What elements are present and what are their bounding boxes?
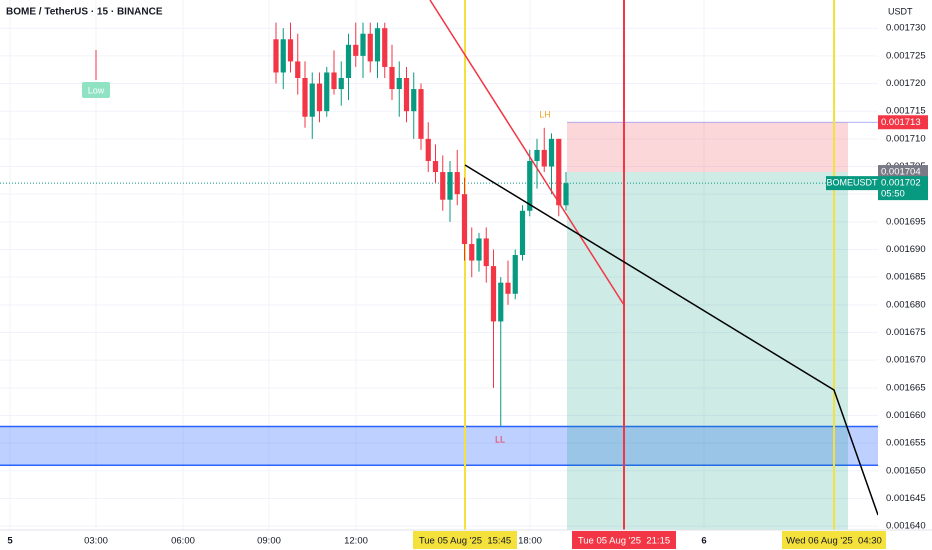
candle-body <box>345 44 352 79</box>
x-tick-label: 12:00 <box>344 536 368 547</box>
y-tick-label: 0.001665 <box>886 382 926 393</box>
time-marker-box <box>782 531 886 549</box>
stop-price-box <box>878 115 928 130</box>
y-tick-label: 0.001690 <box>886 244 926 255</box>
candle-body <box>367 33 373 62</box>
target-area <box>567 172 848 530</box>
y-tick-label: 0.001640 <box>886 521 926 532</box>
candle-body <box>425 138 431 161</box>
x-tick-label: 18:00 <box>518 536 542 547</box>
candle-body <box>563 183 569 206</box>
y-tick-label: 0.001650 <box>886 465 926 476</box>
trend-line <box>429 0 625 306</box>
candle-body <box>374 28 381 62</box>
candle-body <box>324 72 330 112</box>
y-tick-label: 0.001655 <box>886 438 926 449</box>
candle-body <box>273 39 279 73</box>
candle-body <box>519 210 526 256</box>
candle-body <box>534 149 540 161</box>
candle-body <box>411 89 417 112</box>
candle-body <box>556 138 562 206</box>
candle-body <box>512 255 518 294</box>
last-price-label: 0.001702 <box>881 178 921 189</box>
candle-body <box>360 33 366 56</box>
low-label-box <box>82 82 110 98</box>
y-tick-label: 0.001680 <box>886 299 926 310</box>
candle-body <box>382 28 388 67</box>
candle-body <box>548 138 555 167</box>
candle-body <box>476 238 482 261</box>
candle-body <box>461 194 468 244</box>
candle-body <box>454 172 460 195</box>
stop-price-label: 0.001713 <box>881 117 921 128</box>
candle-body <box>396 78 402 90</box>
candle-body <box>483 238 489 267</box>
candle-body <box>287 39 294 62</box>
candle-body <box>527 160 533 211</box>
axes: 0.001640 0.001645 0.001650 0.001655 0.001660… <box>7 23 928 549</box>
y-tick-label: 0.001715 <box>886 106 926 117</box>
low-label: Low <box>88 85 105 95</box>
candle-body <box>469 243 475 261</box>
y-tick-label: 0.001670 <box>886 355 926 366</box>
entry-price-box <box>878 165 928 180</box>
y-tick-label: 0.001720 <box>886 78 926 89</box>
candle-body <box>505 282 511 294</box>
last-price-box <box>878 176 928 201</box>
candle-body <box>353 44 359 56</box>
y-tick-label: 0.001695 <box>886 216 926 227</box>
candle-body <box>338 78 344 90</box>
candle-body <box>541 149 547 167</box>
candle-body <box>440 172 446 200</box>
x-tick-label: 09:00 <box>257 536 281 547</box>
demand-zone <box>0 426 878 466</box>
symbol-box <box>826 176 878 191</box>
ll-label: LL <box>495 434 505 444</box>
grid <box>0 0 878 530</box>
countdown-label: 05:50 <box>881 189 905 200</box>
candle-body <box>302 78 308 117</box>
candle-body <box>331 72 337 90</box>
candle-body <box>389 66 395 90</box>
time-marker-box <box>572 531 676 549</box>
candle-body <box>498 282 504 322</box>
y-tick-label: 0.001725 <box>886 50 926 61</box>
candles <box>273 22 569 427</box>
entry-price-label: 0.001704 <box>881 167 921 178</box>
symbol-label: BOMEUSDT <box>826 177 878 187</box>
y-tick-label: 0.001710 <box>886 133 926 144</box>
x-tick-label: 5 <box>7 536 13 547</box>
candle-body <box>280 39 286 73</box>
x-tick-label: 03:00 <box>84 536 108 547</box>
zones <box>0 121 878 530</box>
candle-body <box>447 172 453 200</box>
chart-title: BOME / TetherUS · 15 · BINANCE <box>6 7 163 18</box>
candle-body <box>490 266 497 322</box>
x-tick-label: 06:00 <box>171 536 195 547</box>
candle-body <box>316 83 323 112</box>
axis-unit: USDT <box>888 6 913 16</box>
y-tick-label: 0.001645 <box>886 493 926 504</box>
y-tick-label: 0.001685 <box>886 272 926 283</box>
y-tick-label: 0.001730 <box>886 23 926 34</box>
candle-body <box>295 61 301 79</box>
time-marker-label: Tue 05 Aug '25 15:45 <box>419 536 511 547</box>
time-marker-box <box>413 531 517 549</box>
price-axis <box>878 0 932 550</box>
y-tick-label: 0.001660 <box>886 410 926 421</box>
stop-area <box>567 122 848 173</box>
time-marker-label: Wed 06 Aug '25 04:30 <box>786 536 882 547</box>
lh-label: LH <box>539 109 551 119</box>
x-tick-label: 6 <box>701 536 706 547</box>
y-tick-label: 0.001675 <box>886 327 926 338</box>
candle-body <box>432 160 439 173</box>
trend-line <box>464 164 879 516</box>
candle-body <box>418 89 424 139</box>
time-marker-label: Tue 05 Aug '25 21:15 <box>578 536 670 547</box>
candle-body <box>403 78 410 112</box>
candle-body <box>309 83 315 117</box>
